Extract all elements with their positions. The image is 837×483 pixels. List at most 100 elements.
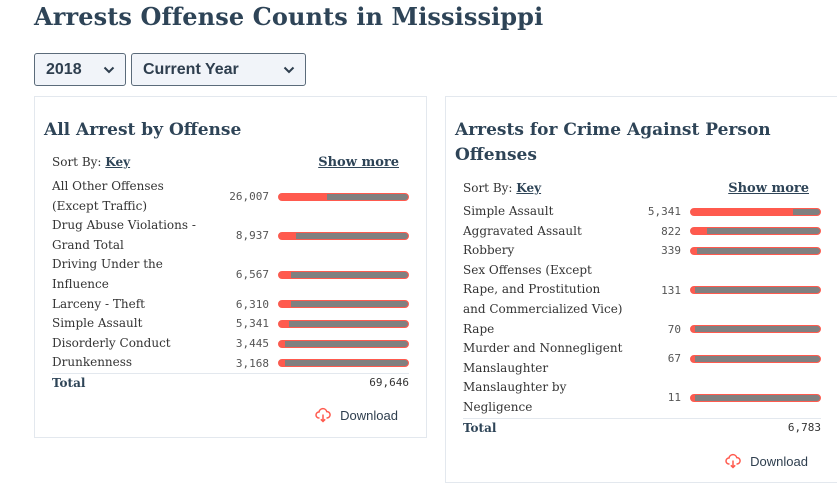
- year-select[interactable]: 2018: [34, 53, 126, 86]
- sort-by: Sort By: Key: [463, 181, 541, 195]
- offense-row: Driving Under the Influence 6,567: [52, 255, 409, 294]
- offense-row: Disorderly Conduct 3,445: [52, 334, 409, 354]
- offense-label: Simple Assault: [463, 204, 554, 218]
- proportion-bar: [690, 207, 821, 216]
- offense-count: 5,341: [647, 205, 681, 219]
- proportion-bar-fill: [279, 320, 289, 327]
- panel-title: Arrests for Crime Against Person Offense…: [455, 120, 771, 165]
- offense-label: Drunkenness: [52, 355, 133, 370]
- offense-label: Disorderly Conduct: [52, 335, 171, 350]
- offense-count: 67: [667, 352, 681, 366]
- offense-count: 822: [661, 224, 681, 238]
- offense-label: Driving Under the Influence: [52, 257, 163, 291]
- proportion-bar-fill: [279, 232, 296, 239]
- offense-count: 3,445: [235, 337, 269, 351]
- proportion-bar: [278, 339, 409, 348]
- proportion-bar: [690, 354, 821, 363]
- offense-row: Sex Offenses (Except Rape, and Prostitut…: [463, 261, 821, 320]
- offense-count: 6,310: [235, 297, 269, 311]
- download-label: Download: [750, 453, 808, 469]
- download-button[interactable]: Download: [725, 453, 808, 469]
- offense-count: 3,168: [235, 356, 269, 370]
- proportion-bar: [690, 325, 821, 334]
- offense-label: Sex Offenses (Except Rape, and Prostitut…: [463, 262, 623, 316]
- total-row: Total 69,646: [52, 372, 409, 390]
- offense-row: Drunkenness 3,168: [52, 353, 409, 373]
- offense-count: 26,007: [229, 190, 269, 204]
- offense-row: Simple Assault 5,341: [52, 314, 409, 334]
- offense-label: Rape: [463, 321, 495, 336]
- sort-by: Sort By: Key: [52, 155, 130, 169]
- proportion-bar-fill: [691, 228, 707, 235]
- cloud-download-icon: [725, 453, 741, 469]
- offense-row: Aggravated Assault 822: [463, 222, 821, 242]
- offense-row: Drug Abuse Violations - Grand Total 8,937: [52, 216, 409, 255]
- proportion-bar: [690, 393, 821, 402]
- offense-label: Robbery: [463, 243, 515, 258]
- download-label: Download: [340, 407, 398, 423]
- year-select-value: 2018: [46, 60, 82, 78]
- offense-row: Larceny - Theft 6,310: [52, 295, 409, 315]
- total-value: 69,646: [369, 375, 409, 389]
- panel-title: All Arrest by Offense: [44, 120, 242, 140]
- total-label: Total: [52, 375, 86, 390]
- offense-row: Manslaughter by Negligence 11: [463, 378, 821, 417]
- offense-row: Rape 70: [463, 320, 821, 340]
- proportion-bar-fill: [691, 355, 695, 362]
- proportion-bar: [690, 286, 821, 295]
- offense-count: 11: [667, 391, 681, 405]
- offense-count: 6,567: [235, 268, 269, 282]
- chevron-down-icon: [103, 66, 115, 74]
- offense-list: Simple Assault 5,341 Aggravated Assault 822…: [463, 202, 821, 435]
- period-select[interactable]: Current Year: [131, 53, 306, 86]
- offense-count: 339: [661, 244, 681, 258]
- offense-count: 5,341: [235, 317, 269, 331]
- proportion-bar: [278, 300, 409, 309]
- chevron-down-icon: [283, 66, 295, 74]
- offense-label: Aggravated Assault: [463, 223, 582, 238]
- sort-by-label: Sort By:: [52, 155, 102, 169]
- offense-label: Simple Assault: [52, 316, 143, 331]
- proportion-bar-fill: [691, 208, 793, 215]
- proportion-bar-fill: [691, 247, 698, 254]
- crime-against-person-panel: Arrests for Crime Against Person Offense…: [445, 96, 837, 483]
- sort-key-link[interactable]: Key: [105, 155, 131, 169]
- proportion-bar-fill: [279, 360, 285, 367]
- offense-count: 131: [661, 283, 681, 297]
- sort-key-link[interactable]: Key: [516, 181, 542, 195]
- period-select-value: Current Year: [143, 60, 239, 78]
- offense-label: Murder and Nonnegligent Manslaughter: [463, 341, 623, 375]
- proportion-bar-fill: [279, 301, 291, 308]
- total-label: Total: [463, 420, 497, 435]
- offense-label: Drug Abuse Violations - Grand Total: [52, 218, 196, 252]
- total-row: Total 6,783: [463, 417, 821, 435]
- proportion-bar-fill: [691, 326, 695, 333]
- proportion-bar-fill: [279, 193, 328, 200]
- proportion-bar-fill: [279, 271, 292, 278]
- offense-list: All Other Offenses (Except Traffic) 26,00…: [52, 177, 409, 390]
- download-button[interactable]: Download: [315, 407, 398, 423]
- proportion-bar: [278, 359, 409, 368]
- offense-count: 8,937: [235, 229, 269, 243]
- sort-by-label: Sort By:: [463, 181, 513, 195]
- all-arrest-by-offense-panel: All Arrest by Offense Sort By: Key Show …: [34, 96, 427, 438]
- proportion-bar: [278, 231, 409, 240]
- proportion-bar-fill: [279, 340, 286, 347]
- proportion-bar-fill: [691, 394, 695, 401]
- offense-count: 70: [667, 322, 681, 336]
- proportion-bar: [278, 270, 409, 279]
- proportion-bar-fill: [691, 287, 695, 294]
- offense-row: Simple Assault 5,341: [463, 202, 821, 222]
- show-more-link[interactable]: Show more: [318, 155, 399, 170]
- offense-label: All Other Offenses (Except Traffic): [52, 179, 164, 213]
- offense-row: Murder and Nonnegligent Manslaughter 67: [463, 339, 821, 378]
- cloud-download-icon: [315, 407, 331, 423]
- page-title: Arrests Offense Counts in Mississippi: [34, 2, 544, 31]
- proportion-bar: [690, 246, 821, 255]
- show-more-link[interactable]: Show more: [728, 181, 809, 196]
- proportion-bar: [278, 319, 409, 328]
- offense-label: Manslaughter by Negligence: [463, 380, 567, 414]
- proportion-bar: [690, 227, 821, 236]
- proportion-bar: [278, 192, 409, 201]
- offense-label: Larceny - Theft: [52, 296, 145, 311]
